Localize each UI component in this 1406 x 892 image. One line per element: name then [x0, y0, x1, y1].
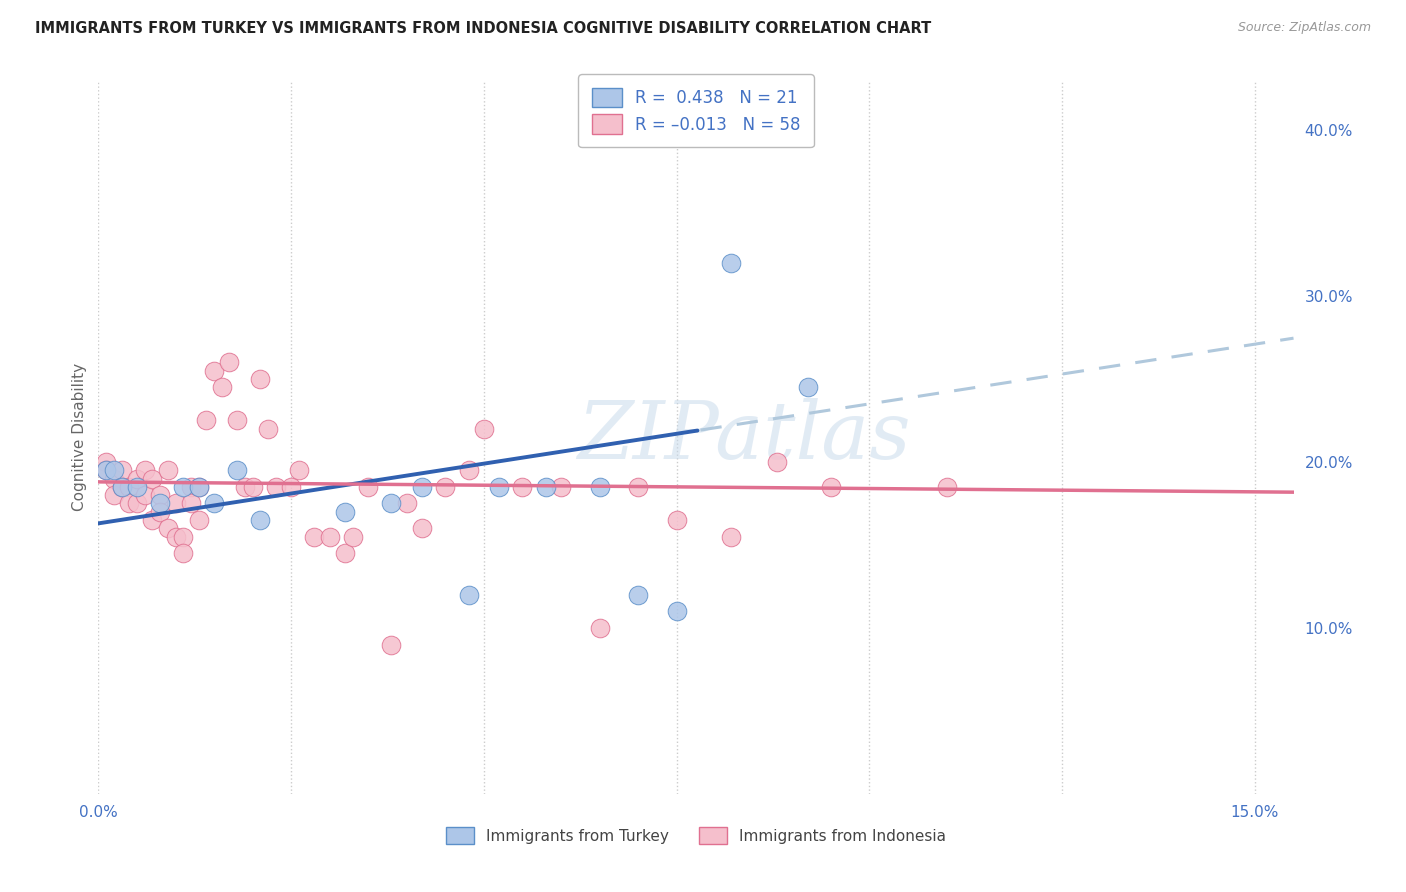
Text: Source: ZipAtlas.com: Source: ZipAtlas.com: [1237, 21, 1371, 34]
Point: [488, 480, 510, 494]
Point: [627, 480, 650, 494]
Point: [110, 480, 132, 494]
Point: [187, 480, 209, 494]
Point: [588, 480, 610, 494]
Point: [550, 480, 572, 494]
Point: [94, 463, 117, 477]
Point: [149, 505, 172, 519]
Point: [380, 638, 402, 652]
Point: [141, 513, 163, 527]
Point: [156, 463, 179, 477]
Point: [134, 463, 156, 477]
Point: [180, 496, 202, 510]
Point: [218, 355, 240, 369]
Point: [211, 380, 233, 394]
Point: [165, 530, 187, 544]
Point: [588, 621, 610, 635]
Point: [357, 480, 380, 494]
Text: IMMIGRANTS FROM TURKEY VS IMMIGRANTS FROM INDONESIA COGNITIVE DISABILITY CORRELA: IMMIGRANTS FROM TURKEY VS IMMIGRANTS FRO…: [35, 21, 931, 36]
Point: [249, 372, 271, 386]
Point: [472, 422, 495, 436]
Point: [411, 521, 433, 535]
Point: [149, 488, 172, 502]
Point: [935, 480, 957, 494]
Point: [627, 588, 650, 602]
Point: [264, 480, 287, 494]
Point: [156, 521, 179, 535]
Point: [103, 472, 125, 486]
Point: [457, 463, 479, 477]
Point: [226, 413, 249, 427]
Point: [257, 422, 280, 436]
Point: [512, 480, 534, 494]
Point: [820, 480, 842, 494]
Point: [180, 480, 202, 494]
Point: [333, 505, 356, 519]
Point: [434, 480, 457, 494]
Point: [288, 463, 311, 477]
Point: [766, 455, 789, 469]
Point: [395, 496, 418, 510]
Point: [380, 496, 402, 510]
Point: [342, 530, 364, 544]
Point: [110, 480, 132, 494]
Point: [94, 455, 117, 469]
Text: ZIPatlas: ZIPatlas: [576, 399, 911, 475]
Point: [333, 546, 356, 560]
Point: [249, 513, 271, 527]
Point: [457, 588, 479, 602]
Point: [195, 413, 218, 427]
Point: [103, 463, 125, 477]
Point: [125, 472, 148, 486]
Point: [202, 364, 225, 378]
Point: [187, 480, 209, 494]
Point: [202, 496, 225, 510]
Point: [411, 480, 433, 494]
Point: [187, 513, 209, 527]
Point: [534, 480, 557, 494]
Y-axis label: Cognitive Disability: Cognitive Disability: [72, 363, 87, 511]
Point: [149, 496, 172, 510]
Point: [141, 472, 163, 486]
Point: [242, 480, 264, 494]
Point: [319, 530, 342, 544]
Point: [110, 463, 132, 477]
Point: [720, 530, 742, 544]
Point: [165, 496, 187, 510]
Point: [665, 604, 688, 618]
Point: [172, 530, 194, 544]
Point: [280, 480, 302, 494]
Point: [304, 530, 326, 544]
Point: [118, 480, 141, 494]
Point: [94, 463, 117, 477]
Point: [797, 380, 820, 394]
Point: [226, 463, 249, 477]
Point: [125, 496, 148, 510]
Legend: Immigrants from Turkey, Immigrants from Indonesia: Immigrants from Turkey, Immigrants from …: [440, 821, 952, 850]
Point: [172, 546, 194, 560]
Point: [172, 480, 194, 494]
Point: [103, 488, 125, 502]
Point: [233, 480, 256, 494]
Point: [720, 256, 742, 270]
Point: [118, 496, 141, 510]
Point: [125, 480, 148, 494]
Point: [134, 488, 156, 502]
Point: [665, 513, 688, 527]
